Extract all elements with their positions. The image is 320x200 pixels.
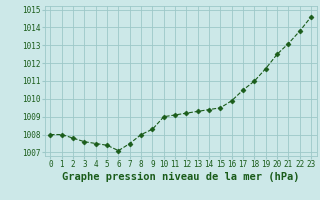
X-axis label: Graphe pression niveau de la mer (hPa): Graphe pression niveau de la mer (hPa) (62, 172, 300, 182)
